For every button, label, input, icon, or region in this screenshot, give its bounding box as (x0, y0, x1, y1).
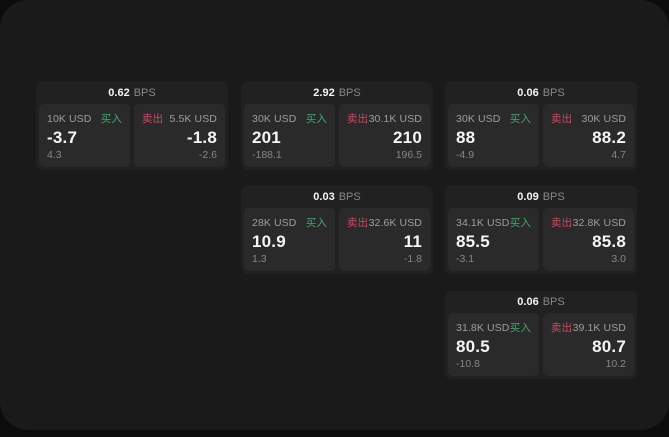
sell-value: 210 (393, 128, 422, 147)
bps-unit-label: BPS (338, 87, 361, 99)
buy-delta: -10.8 (456, 358, 480, 370)
buy-side-label: 买入 (509, 322, 531, 334)
sell-amount: 5.5K USD (169, 112, 217, 125)
buy-amount: 28K USD (252, 216, 297, 229)
quote-card: 0.06 BPS 31.8K USD 买入 80.5 -10.8 卖出 39.1… (445, 291, 637, 379)
bps-unit-label: BPS (542, 296, 565, 308)
sell-delta: 10.2 (605, 358, 626, 370)
sell-delta: 3.0 (611, 253, 626, 265)
bps-header: 2.92 BPS (244, 82, 430, 104)
buy-delta: 4.3 (47, 149, 62, 161)
buy-pane[interactable]: 31.8K USD 买入 80.5 -10.8 (448, 313, 539, 376)
bps-header: 0.62 BPS (39, 82, 225, 104)
bps-unit-label: BPS (542, 191, 565, 203)
sell-side-label: 卖出 (347, 217, 369, 229)
buy-amount: 31.8K USD (456, 321, 510, 334)
buy-delta: 1.3 (252, 253, 267, 265)
buy-value: 80.5 (456, 337, 490, 356)
sell-pane[interactable]: 卖出 32.8K USD 85.8 3.0 (543, 208, 634, 271)
buy-amount: 34.1K USD (456, 216, 510, 229)
bps-value: 0.06 (517, 296, 539, 308)
buy-side-label: 买入 (509, 217, 531, 229)
buy-value: 88 (456, 128, 476, 147)
bps-unit-label: BPS (542, 87, 565, 99)
buy-amount: 30K USD (456, 112, 501, 125)
buy-pane[interactable]: 30K USD 买入 88 -4.9 (448, 104, 539, 167)
buy-pane[interactable]: 34.1K USD 买入 85.5 -3.1 (448, 208, 539, 271)
buy-delta: -4.9 (456, 149, 475, 161)
quote-card: 2.92 BPS 30K USD 买入 201 -188.1 卖出 30.1K … (241, 82, 433, 170)
sell-value: 80.7 (592, 337, 626, 356)
sell-pane[interactable]: 卖出 39.1K USD 80.7 10.2 (543, 313, 634, 376)
sell-side-label: 卖出 (551, 113, 573, 125)
bps-value: 0.03 (313, 191, 335, 203)
sell-amount: 32.6K USD (368, 216, 422, 229)
buy-side-label: 买入 (100, 113, 122, 125)
sell-amount: 32.8K USD (572, 216, 626, 229)
buy-value: -3.7 (47, 128, 78, 147)
sell-pane[interactable]: 卖出 30K USD 88.2 4.7 (543, 104, 634, 167)
sell-side-label: 卖出 (551, 217, 573, 229)
bps-header: 0.03 BPS (244, 186, 430, 208)
buy-pane[interactable]: 28K USD 买入 10.9 1.3 (244, 208, 335, 271)
buy-value: 85.5 (456, 232, 490, 251)
sell-pane[interactable]: 卖出 30.1K USD 210 196.5 (339, 104, 430, 167)
sell-value: -1.8 (186, 128, 217, 147)
buy-delta: -188.1 (252, 149, 282, 161)
buy-value: 10.9 (252, 232, 286, 251)
bps-header: 0.06 BPS (448, 291, 634, 313)
bps-value: 0.62 (108, 87, 130, 99)
bps-header: 0.06 BPS (448, 82, 634, 104)
bps-value: 0.09 (517, 191, 539, 203)
sell-delta: 4.7 (611, 149, 626, 161)
bps-unit-label: BPS (338, 191, 361, 203)
sell-amount: 30K USD (581, 112, 626, 125)
buy-side-label: 买入 (305, 217, 327, 229)
sell-side-label: 卖出 (551, 322, 573, 334)
sell-pane[interactable]: 卖出 32.6K USD 11 -1.8 (339, 208, 430, 271)
sell-side-label: 卖出 (347, 113, 369, 125)
sell-side-label: 卖出 (142, 113, 164, 125)
bps-value: 2.92 (313, 87, 335, 99)
sell-value: 11 (403, 232, 422, 251)
quote-card: 0.62 BPS 10K USD 买入 -3.7 4.3 卖出 5.5K USD… (36, 82, 228, 170)
quote-card: 0.09 BPS 34.1K USD 买入 85.5 -3.1 卖出 32.8K… (445, 186, 637, 274)
quote-card: 0.06 BPS 30K USD 买入 88 -4.9 卖出 30K USD 8… (445, 82, 637, 170)
sell-delta: -1.8 (403, 253, 422, 265)
sell-delta: 196.5 (395, 149, 422, 161)
buy-delta: -3.1 (456, 253, 475, 265)
sell-amount: 30.1K USD (368, 112, 422, 125)
bps-unit-label: BPS (133, 87, 156, 99)
quote-card: 0.03 BPS 28K USD 买入 10.9 1.3 卖出 32.6K US… (241, 186, 433, 274)
buy-side-label: 买入 (509, 113, 531, 125)
buy-pane[interactable]: 10K USD 买入 -3.7 4.3 (39, 104, 130, 167)
bps-value: 0.06 (517, 87, 539, 99)
bps-header: 0.09 BPS (448, 186, 634, 208)
buy-side-label: 买入 (305, 113, 327, 125)
buy-amount: 10K USD (47, 112, 92, 125)
buy-value: 201 (252, 128, 281, 147)
buy-pane[interactable]: 30K USD 买入 201 -188.1 (244, 104, 335, 167)
sell-value: 88.2 (592, 128, 626, 147)
sell-delta: -2.6 (198, 149, 217, 161)
sell-amount: 39.1K USD (572, 321, 626, 334)
sell-pane[interactable]: 卖出 5.5K USD -1.8 -2.6 (134, 104, 225, 167)
sell-value: 85.8 (592, 232, 626, 251)
buy-amount: 30K USD (252, 112, 297, 125)
